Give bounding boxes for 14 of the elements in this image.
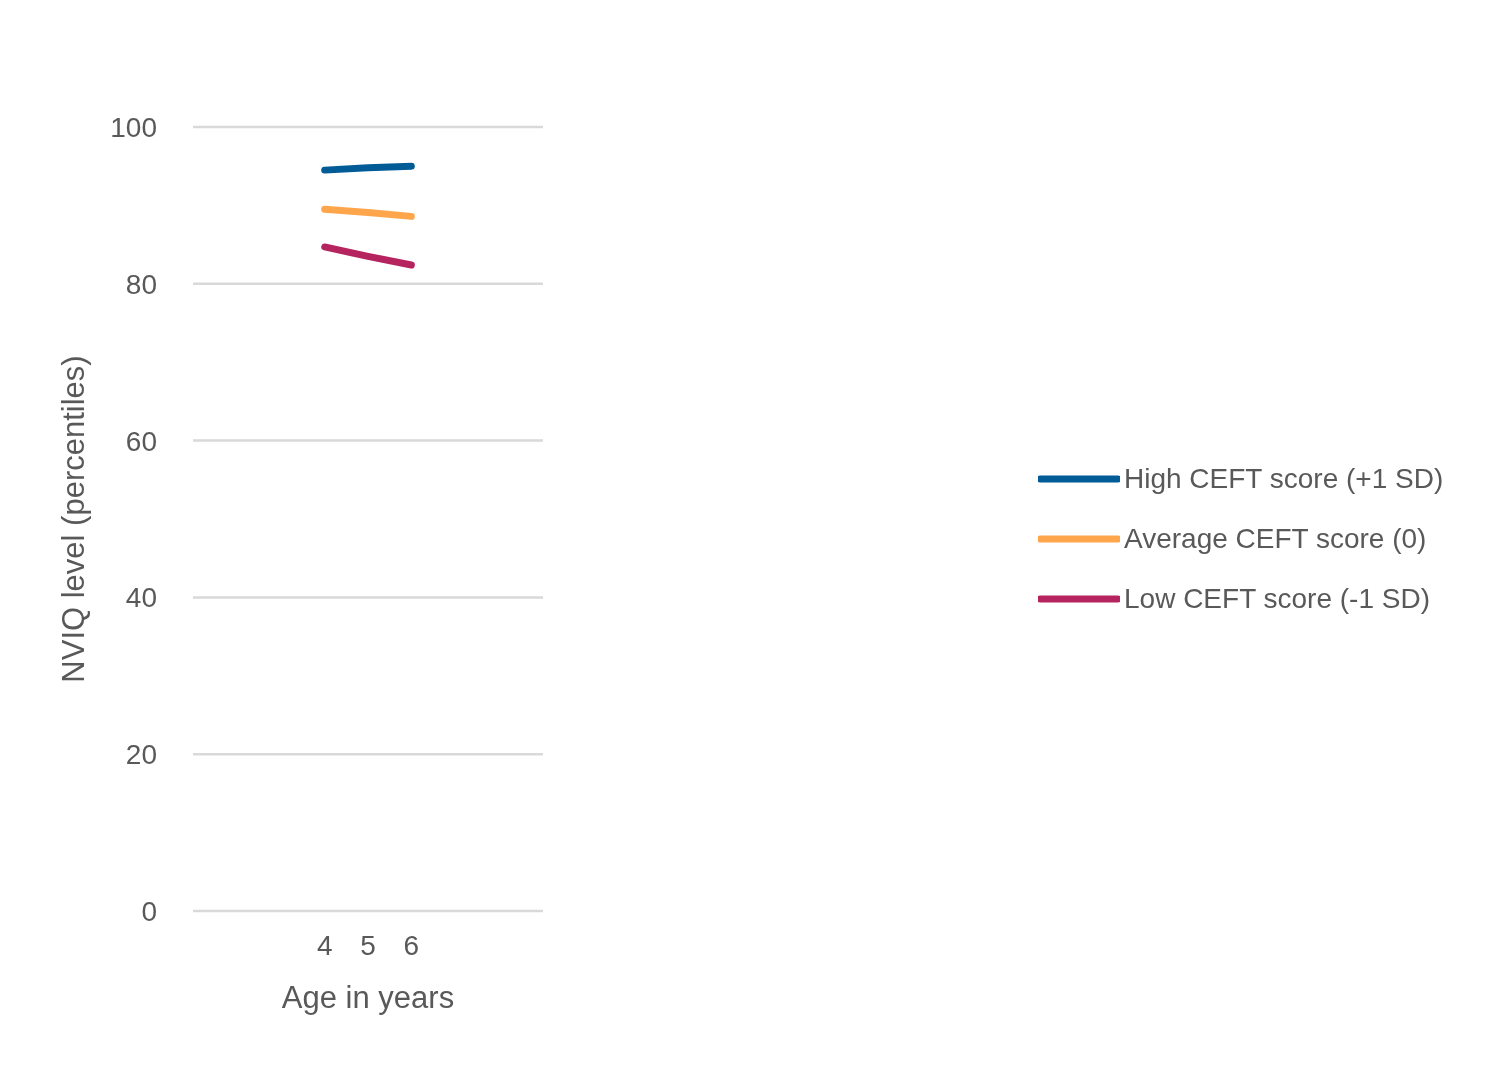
y-tick-label: 40 xyxy=(125,582,157,614)
x-tick-label: 5 xyxy=(360,929,376,961)
y-axis-title: NVIQ level (percentiles) xyxy=(56,355,92,683)
y-tick-label: 80 xyxy=(125,268,157,300)
x-tick-label: 6 xyxy=(403,929,420,961)
y-tick-label: 0 xyxy=(141,895,157,927)
y-tick-label: 60 xyxy=(125,425,157,457)
y-tick-label: 100 xyxy=(110,111,157,143)
legend-label: Average CEFT score (0) xyxy=(1124,523,1427,555)
y-tick-label: 20 xyxy=(125,739,157,771)
x-tick-label: 4 xyxy=(316,929,333,961)
legend-label: High CEFT score (+1 SD) xyxy=(1124,463,1444,495)
legend-label: Low CEFT score (-1 SD) xyxy=(1124,583,1430,615)
x-axis-title: Age in years xyxy=(281,980,455,1015)
